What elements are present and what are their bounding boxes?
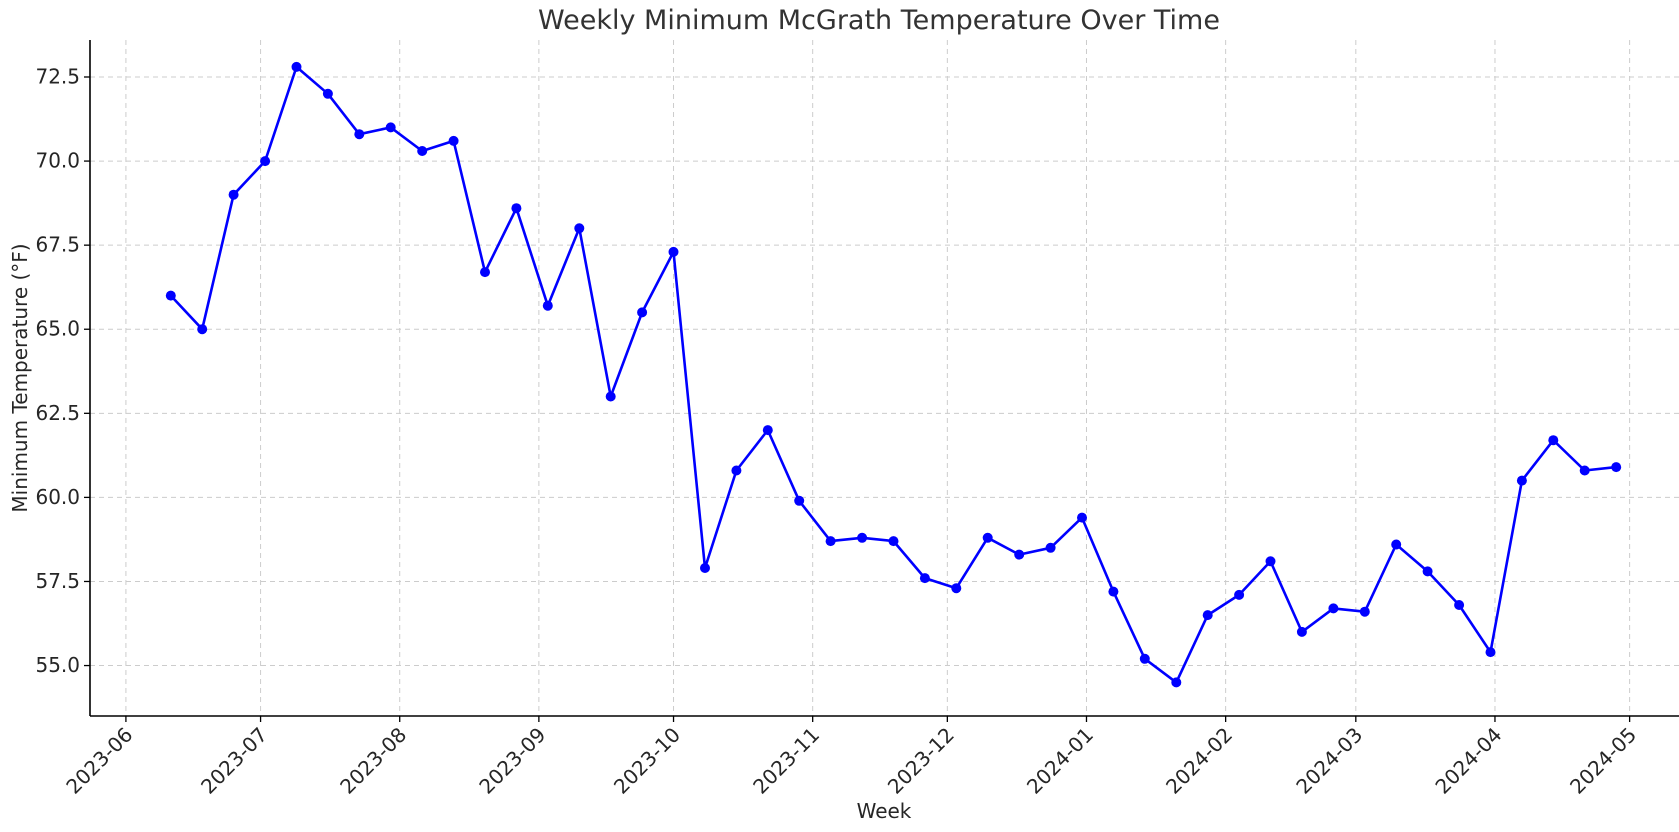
x-tick-label: 2024-05 [1565, 723, 1641, 799]
data-point [480, 267, 490, 278]
data-point [542, 300, 553, 311]
data-point [731, 465, 742, 476]
x-tick-label: 2024-01 [1022, 723, 1098, 799]
x-tick-label: 2023-08 [335, 723, 411, 799]
data-point [1485, 647, 1496, 658]
y-tick-label: 62.5 [35, 401, 80, 425]
x-tick-label: 2023-06 [61, 723, 137, 799]
y-tick-label: 57.5 [35, 569, 80, 593]
data-point [825, 536, 836, 547]
data-point [448, 135, 459, 146]
x-axis-ticks: 2023-06 2023-07 2023-08 2023-09 2023-10 2023-… [61, 716, 1641, 799]
data-point [1139, 653, 1150, 664]
y-tick-label: 67.5 [35, 233, 80, 257]
x-tick-label: 2023-11 [748, 723, 824, 799]
data-point [197, 324, 208, 335]
data-point [1171, 677, 1182, 688]
data-point [700, 563, 710, 573]
data-point [919, 573, 930, 584]
y-tick-label: 72.5 [35, 64, 80, 88]
x-tick-label: 2023-09 [474, 723, 550, 799]
data-point [354, 129, 365, 140]
data-point [762, 425, 773, 436]
y-tick-label: 70.0 [35, 149, 80, 173]
x-tick-label: 2023-12 [883, 723, 959, 799]
data-point [1611, 462, 1622, 473]
data-point [1516, 475, 1527, 486]
y-tick-label: 65.0 [35, 317, 80, 341]
data-point [511, 203, 522, 214]
data-point [1045, 542, 1056, 553]
grid-lines [90, 40, 1679, 716]
series-line [169, 65, 1617, 684]
data-point [982, 532, 993, 543]
data-point [1454, 600, 1465, 610]
data-point [888, 536, 899, 547]
data-point [291, 61, 302, 72]
data-point [260, 156, 271, 167]
data-point [668, 246, 679, 257]
data-point [1077, 512, 1087, 523]
data-point [1202, 610, 1213, 621]
data-point [1359, 606, 1370, 617]
data-point [794, 495, 805, 506]
data-point [1579, 465, 1590, 476]
x-axis-label: Week [857, 799, 912, 823]
data-point [857, 532, 868, 543]
data-point [228, 189, 239, 200]
data-point [322, 88, 333, 99]
x-tick-label: 2024-02 [1161, 723, 1237, 799]
x-tick-label: 2023-07 [196, 723, 272, 799]
data-point [574, 223, 585, 234]
chart-title: Weekly Minimum McGrath Temperature Over … [538, 5, 1220, 36]
y-tick-label: 60.0 [35, 485, 80, 509]
data-point [1265, 556, 1276, 567]
y-tick-label: 55.0 [35, 653, 80, 677]
data-point [1234, 589, 1245, 600]
data-point [1328, 603, 1339, 614]
data-point [385, 122, 396, 133]
data-point [1108, 586, 1119, 597]
data-point [165, 290, 176, 301]
x-tick-label: 2023-10 [609, 723, 685, 799]
data-point [1296, 626, 1307, 637]
data-point [1014, 549, 1025, 560]
data-point [637, 307, 648, 318]
y-axis-ticks: 55.0 57.5 60.0 62.5 65.0 67.5 70.0 72.5 [35, 64, 90, 677]
data-point [1422, 566, 1433, 577]
data-point [1548, 435, 1559, 446]
x-tick-label: 2024-04 [1430, 723, 1506, 799]
data-point [417, 146, 428, 156]
data-point [951, 583, 962, 594]
data-point [605, 391, 616, 402]
data-point [1391, 539, 1402, 550]
series-markers [165, 61, 1622, 688]
x-tick-label: 2024-03 [1291, 723, 1367, 799]
y-axis-label: Minimum Temperature (°F) [8, 243, 32, 512]
